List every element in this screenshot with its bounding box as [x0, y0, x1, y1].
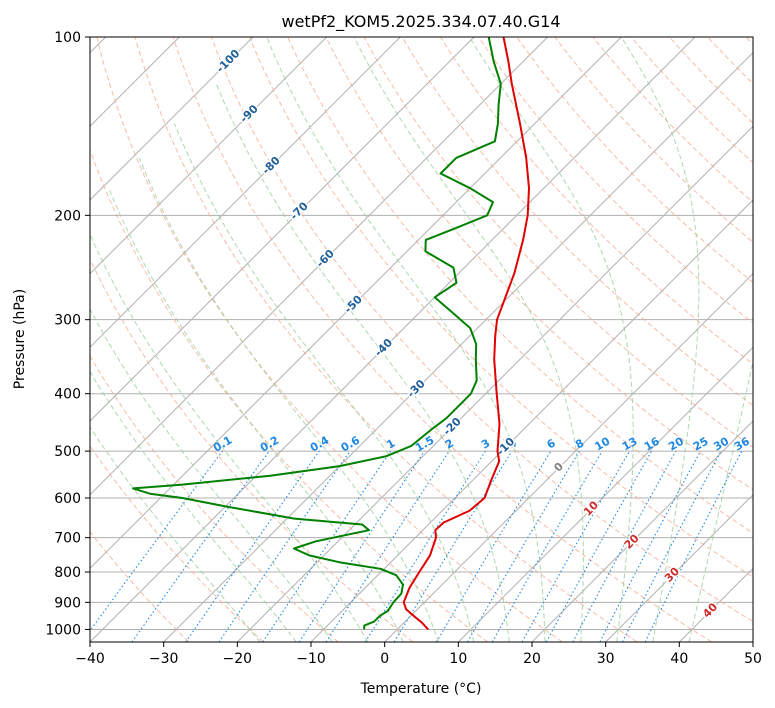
y-axis-label: Pressure (hPa): [12, 289, 28, 389]
mixing-ratio-line: [325, 450, 450, 642]
dry-adiabat-line: [134, 37, 638, 642]
x-tick-label: 10: [449, 651, 467, 667]
isotherm-line: [531, 420, 753, 642]
isotherm-line: [236, 125, 753, 642]
moist-adiabat-line: [90, 308, 333, 642]
dry-adiabat-line: [325, 37, 753, 491]
dry-adiabat-line: [516, 37, 753, 284]
mixing-ratio-line: [364, 450, 486, 642]
isotherm-line: [90, 37, 622, 570]
x-tick-label: −10: [296, 651, 326, 667]
moist-adiabat-line: [90, 370, 297, 642]
mixing-ratio-line: [435, 450, 552, 642]
x-tick-label: −40: [75, 651, 105, 667]
x-tick-label: −20: [223, 651, 253, 667]
dewpoint-profile-line: [132, 37, 502, 630]
y-tick-label: 900: [54, 595, 81, 611]
moist-adiabat-line: [266, 37, 546, 642]
y-tick-label: 400: [54, 387, 81, 403]
moist-adiabat-line: [215, 83, 510, 642]
isotherm-line: [90, 37, 696, 642]
moist-adiabat-line: [138, 157, 439, 642]
dry-adiabat-line: [478, 37, 753, 324]
plot-frame: [89, 36, 754, 643]
axes: −40 −30 −20 −10 0 10 20 30 40 50 100 200 300 400 500 60…: [45, 30, 762, 667]
y-tick-label: 600: [54, 491, 81, 507]
x-tick-label: 50: [744, 651, 762, 667]
moist-adiabat-line: [90, 232, 369, 642]
isotherm-line: [90, 37, 254, 201]
isotherm-line: [310, 199, 753, 642]
x-axis-label: Temperature (°C): [360, 681, 482, 697]
isotherm-line: [163, 51, 753, 642]
isotherm-line: [384, 272, 753, 642]
x-tick-label: −30: [149, 651, 179, 667]
mixing-ratio-line: [491, 450, 603, 642]
mixing-ratio-line: [545, 450, 653, 642]
dry-adiabat-line: [249, 37, 753, 578]
moist-adiabat-line: [688, 358, 753, 642]
x-tick-label: 30: [597, 651, 615, 667]
x-tick-label: 0: [380, 651, 389, 667]
isotherm-line: [90, 37, 475, 422]
dry-adiabat-line: [90, 148, 488, 642]
mixing-ratio-line: [218, 450, 351, 642]
dry-adiabat-line: [401, 37, 753, 406]
dry-adiabat-line: [363, 37, 753, 448]
dry-adiabat-line: [90, 355, 339, 642]
x-tick-label: 20: [523, 651, 541, 667]
y-tick-label: 100: [54, 30, 81, 46]
dry-adiabat-line: [90, 531, 190, 642]
isotherm-line: [457, 346, 753, 642]
moist-adiabat-line: [620, 37, 700, 642]
y-tick-label: 300: [54, 313, 81, 329]
mixing-ratio-line: [572, 450, 677, 642]
isotherm-line: [90, 37, 549, 496]
isotherm-line: [605, 493, 753, 642]
isotherm-line: [90, 37, 328, 275]
dry-adiabat-line: [172, 37, 712, 642]
chart-title: wetPf2_KOM5.2025.334.07.40.G14: [281, 12, 560, 32]
mixing-ratio-line: [185, 450, 320, 642]
moist-adiabat-line: [108, 188, 404, 642]
temperature-profile-line: [402, 37, 530, 631]
dry-adiabat-line: [210, 37, 753, 623]
moist-adiabat-line: [353, 37, 584, 642]
moist-adiabat-line: [90, 426, 261, 642]
mixing-ratio-line: [521, 450, 630, 642]
y-tick-label: 800: [54, 565, 81, 581]
mixing-ratio-line: [467, 450, 580, 642]
y-tick-label: 700: [54, 531, 81, 547]
moist-adiabat-line: [174, 123, 475, 642]
mixing-ratio-line: [131, 450, 270, 642]
dry-adiabat-line: [287, 37, 753, 534]
y-tick-label: 200: [54, 208, 81, 224]
y-tick-label: 500: [54, 444, 81, 460]
mixing-ratio-line: [393, 450, 513, 642]
y-tick-label: 1000: [45, 622, 81, 638]
x-tick-label: 40: [670, 651, 688, 667]
dry-adiabat-line: [592, 37, 753, 203]
